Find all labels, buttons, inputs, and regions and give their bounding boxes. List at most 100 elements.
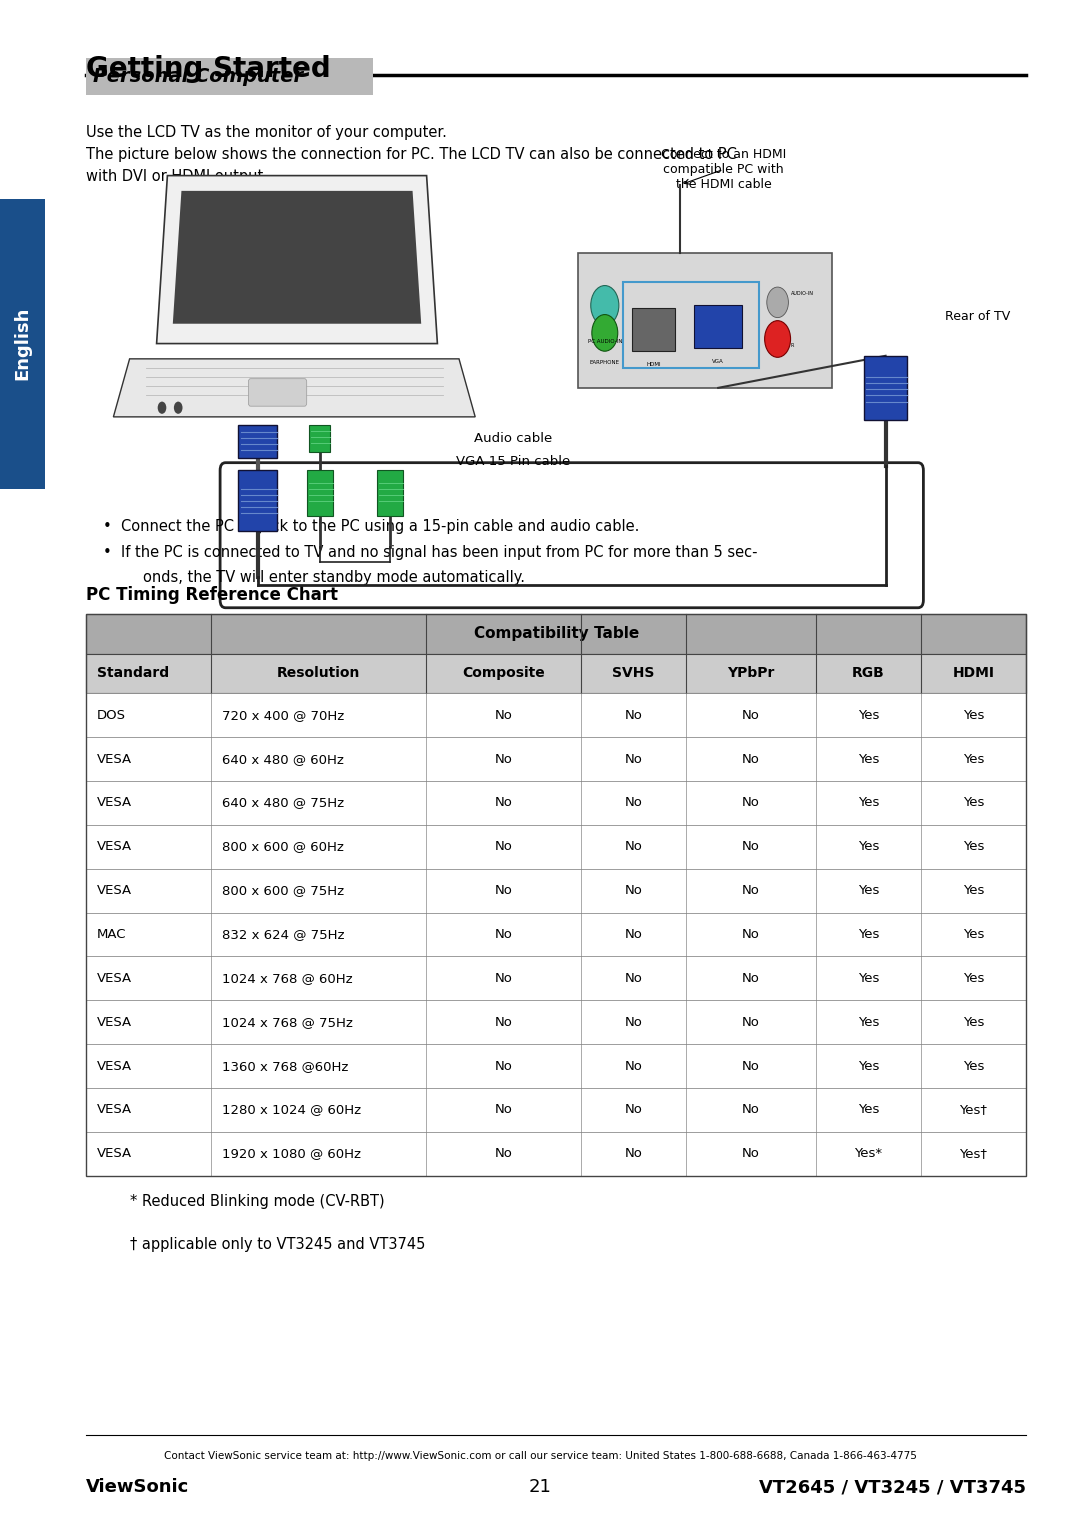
Text: Yes: Yes: [963, 797, 984, 809]
Text: 832 x 624 @ 75Hz: 832 x 624 @ 75Hz: [222, 928, 345, 941]
Text: Yes†: Yes†: [959, 1147, 987, 1161]
Text: Yes: Yes: [858, 1104, 879, 1116]
Text: HDMI: HDMI: [953, 666, 995, 681]
FancyBboxPatch shape: [86, 825, 1026, 869]
Text: Yes: Yes: [963, 1060, 984, 1072]
Text: No: No: [742, 709, 760, 722]
Text: Yes: Yes: [858, 971, 879, 985]
Text: •  If the PC is connected to TV and no signal has been input from PC for more th: • If the PC is connected to TV and no si…: [103, 545, 757, 560]
Text: Yes*: Yes*: [854, 1147, 882, 1161]
Text: onds, the TV will enter standby mode automatically.: onds, the TV will enter standby mode aut…: [143, 570, 525, 585]
Text: Connect to an HDMI
compatible PC with
the HDMI cable: Connect to an HDMI compatible PC with th…: [661, 148, 786, 191]
Text: English: English: [14, 307, 31, 380]
Text: Yes†: Yes†: [959, 1104, 987, 1116]
FancyBboxPatch shape: [377, 470, 403, 516]
Text: ViewSonic: ViewSonic: [86, 1478, 190, 1496]
Circle shape: [767, 287, 788, 318]
Circle shape: [591, 286, 619, 325]
FancyBboxPatch shape: [578, 253, 832, 388]
Text: VESA: VESA: [97, 971, 133, 985]
Text: 1024 x 768 @ 60Hz: 1024 x 768 @ 60Hz: [222, 971, 353, 985]
Text: VESA: VESA: [97, 840, 133, 854]
Text: Yes: Yes: [858, 840, 879, 854]
Text: No: No: [624, 753, 643, 765]
Polygon shape: [157, 176, 437, 344]
Text: No: No: [624, 884, 643, 898]
Text: PC AUDIO-IN: PC AUDIO-IN: [588, 339, 622, 344]
Circle shape: [592, 315, 618, 351]
Text: Rear of TV: Rear of TV: [945, 310, 1010, 322]
FancyBboxPatch shape: [86, 693, 1026, 738]
Text: R: R: [791, 342, 794, 348]
Circle shape: [174, 402, 183, 414]
Text: No: No: [624, 1060, 643, 1072]
Text: VGA: VGA: [713, 359, 724, 363]
Polygon shape: [113, 359, 475, 417]
FancyBboxPatch shape: [86, 780, 1026, 825]
Text: 640 x 480 @ 75Hz: 640 x 480 @ 75Hz: [222, 797, 345, 809]
Text: Yes: Yes: [963, 1015, 984, 1029]
Polygon shape: [173, 191, 421, 324]
Text: No: No: [742, 797, 760, 809]
Text: Yes: Yes: [858, 1015, 879, 1029]
Text: No: No: [624, 709, 643, 722]
FancyBboxPatch shape: [307, 470, 333, 516]
FancyBboxPatch shape: [632, 308, 675, 351]
Text: VESA: VESA: [97, 884, 133, 898]
Text: No: No: [495, 884, 513, 898]
Text: Yes: Yes: [858, 797, 879, 809]
Text: HDMI: HDMI: [646, 362, 661, 366]
Text: No: No: [742, 928, 760, 941]
Text: No: No: [742, 840, 760, 854]
Text: VESA: VESA: [97, 797, 133, 809]
FancyBboxPatch shape: [86, 1132, 1026, 1176]
Text: AUDIO-IN: AUDIO-IN: [791, 290, 813, 296]
Text: MAC: MAC: [97, 928, 126, 941]
Text: VESA: VESA: [97, 1015, 133, 1029]
Text: 1024 x 768 @ 75Hz: 1024 x 768 @ 75Hz: [222, 1015, 353, 1029]
Text: No: No: [624, 928, 643, 941]
FancyBboxPatch shape: [0, 199, 45, 489]
Text: RGB: RGB: [852, 666, 885, 681]
Text: No: No: [495, 971, 513, 985]
Text: Yes: Yes: [858, 1060, 879, 1072]
Text: 720 x 400 @ 70Hz: 720 x 400 @ 70Hz: [222, 709, 345, 722]
FancyBboxPatch shape: [86, 913, 1026, 956]
Text: No: No: [624, 840, 643, 854]
Text: VESA: VESA: [97, 1147, 133, 1161]
Text: Yes: Yes: [858, 928, 879, 941]
Text: Yes: Yes: [858, 884, 879, 898]
FancyBboxPatch shape: [86, 1089, 1026, 1132]
FancyBboxPatch shape: [864, 356, 907, 420]
Text: No: No: [495, 1015, 513, 1029]
Text: Yes: Yes: [963, 753, 984, 765]
Text: No: No: [624, 1147, 643, 1161]
Text: No: No: [624, 1015, 643, 1029]
FancyBboxPatch shape: [86, 1000, 1026, 1044]
Text: No: No: [495, 753, 513, 765]
Text: No: No: [624, 1104, 643, 1116]
FancyBboxPatch shape: [694, 305, 742, 348]
Text: Yes: Yes: [858, 753, 879, 765]
Text: Personal Computer: Personal Computer: [93, 67, 303, 86]
Text: Yes: Yes: [963, 928, 984, 941]
Text: No: No: [495, 1104, 513, 1116]
Text: Use the LCD TV as the monitor of your computer.: Use the LCD TV as the monitor of your co…: [86, 125, 447, 140]
Text: Yes: Yes: [963, 971, 984, 985]
FancyBboxPatch shape: [86, 1044, 1026, 1089]
Text: No: No: [742, 1015, 760, 1029]
Text: DOS: DOS: [97, 709, 126, 722]
Text: No: No: [495, 1147, 513, 1161]
Text: Composite: Composite: [462, 666, 545, 681]
Text: No: No: [495, 928, 513, 941]
Text: 1280 x 1024 @ 60Hz: 1280 x 1024 @ 60Hz: [222, 1104, 362, 1116]
Text: Contact ViewSonic service team at: http://www.ViewSonic.com or call our service : Contact ViewSonic service team at: http:…: [163, 1451, 917, 1461]
Text: YPbPr: YPbPr: [728, 666, 774, 681]
Text: VT2645 / VT3245 / VT3745: VT2645 / VT3245 / VT3745: [759, 1478, 1026, 1496]
Text: Yes: Yes: [963, 884, 984, 898]
FancyBboxPatch shape: [86, 654, 1026, 693]
FancyBboxPatch shape: [239, 425, 278, 458]
Text: 21: 21: [528, 1478, 552, 1496]
Text: 640 x 480 @ 60Hz: 640 x 480 @ 60Hz: [222, 753, 345, 765]
Text: VGA 15 Pin cable: VGA 15 Pin cable: [456, 455, 570, 469]
